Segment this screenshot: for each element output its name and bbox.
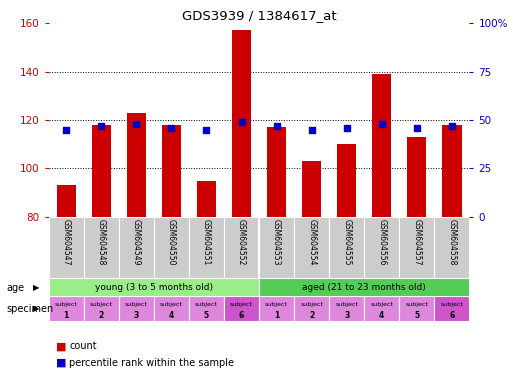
Text: GSM604553: GSM604553 [272,219,281,265]
Bar [197,180,216,217]
Text: ▶: ▶ [33,304,40,313]
Point [448,123,456,129]
Text: subject: subject [265,302,288,307]
Text: GSM604554: GSM604554 [307,219,316,265]
Bar [267,127,286,217]
Text: 4: 4 [169,311,174,319]
Text: subject: subject [55,302,77,307]
Text: subject: subject [370,302,393,307]
Text: aged (21 to 23 months old): aged (21 to 23 months old) [302,283,426,292]
Bar [294,217,329,278]
Point [307,127,315,133]
Bar [302,161,321,217]
Point [238,119,246,125]
Bar [259,296,294,321]
Text: GSM604550: GSM604550 [167,219,176,265]
Text: 1: 1 [64,311,69,319]
Bar [259,217,294,278]
Bar [442,125,462,217]
Bar [56,185,76,217]
Text: subject: subject [300,302,323,307]
Text: 3: 3 [344,311,349,319]
Title: GDS3939 / 1384617_at: GDS3939 / 1384617_at [182,9,337,22]
Point [412,125,421,131]
Bar [162,125,181,217]
Bar [92,125,111,217]
Text: specimen: specimen [6,304,53,314]
Text: GSM604558: GSM604558 [447,219,457,265]
Bar [259,278,469,297]
Text: subject: subject [441,302,463,307]
Text: subject: subject [90,302,113,307]
Point [378,121,386,127]
Point [343,125,351,131]
Text: subject: subject [336,302,358,307]
Bar [364,296,399,321]
Text: 6: 6 [449,311,455,319]
Point [132,121,141,127]
Bar [49,278,259,297]
Bar [84,217,119,278]
Text: GSM604548: GSM604548 [97,219,106,265]
Text: 5: 5 [204,311,209,319]
Text: subject: subject [195,302,218,307]
Point [272,123,281,129]
Bar [189,217,224,278]
Text: 4: 4 [379,311,384,319]
Bar [84,296,119,321]
Text: ■: ■ [56,358,67,368]
Bar [154,296,189,321]
Bar [364,217,399,278]
Bar [372,74,391,217]
Text: GSM604557: GSM604557 [412,219,421,265]
Text: 2: 2 [98,311,104,319]
Bar [127,113,146,217]
Bar [337,144,357,217]
Bar [49,217,84,278]
Text: young (3 to 5 months old): young (3 to 5 months old) [95,283,213,292]
Text: 6: 6 [239,311,244,319]
Bar [399,296,435,321]
Text: 3: 3 [134,311,139,319]
Text: percentile rank within the sample: percentile rank within the sample [69,358,234,368]
Bar [224,296,259,321]
Text: count: count [69,341,97,351]
Text: 5: 5 [415,311,419,319]
Text: 2: 2 [309,311,314,319]
Point [97,123,105,129]
Text: subject: subject [230,302,253,307]
Bar [435,217,469,278]
Point [202,127,210,133]
Bar [294,296,329,321]
Bar [329,296,364,321]
Point [167,125,175,131]
Bar [119,217,154,278]
Text: subject: subject [125,302,148,307]
Bar [407,137,426,217]
Bar [119,296,154,321]
Text: age: age [6,283,24,293]
Bar [232,30,251,217]
Text: GSM604551: GSM604551 [202,219,211,265]
Bar [435,296,469,321]
Text: GSM604555: GSM604555 [342,219,351,265]
Text: subject: subject [160,302,183,307]
Bar [49,296,84,321]
Text: GSM604547: GSM604547 [62,219,71,265]
Text: subject: subject [405,302,428,307]
Bar [189,296,224,321]
Text: ■: ■ [56,341,67,351]
Bar [154,217,189,278]
Point [62,127,70,133]
Text: GSM604556: GSM604556 [377,219,386,265]
Bar [399,217,435,278]
Text: GSM604552: GSM604552 [237,219,246,265]
Text: GSM604549: GSM604549 [132,219,141,265]
Bar [329,217,364,278]
Text: ▶: ▶ [33,283,40,292]
Bar [224,217,259,278]
Text: 1: 1 [274,311,279,319]
